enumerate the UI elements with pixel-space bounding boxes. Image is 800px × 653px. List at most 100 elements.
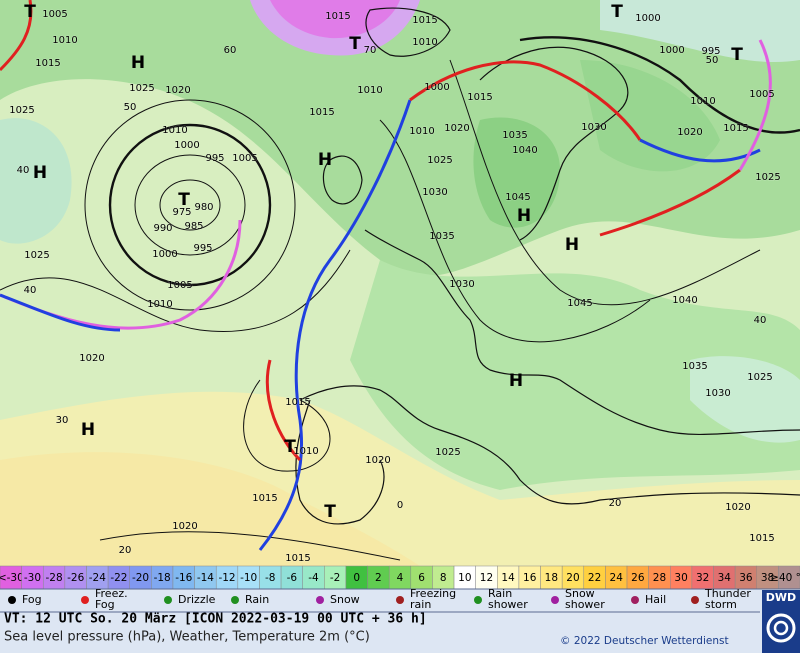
valid-time: VT: 12 UTC So. 20 März [ICON 2022-03-19 … bbox=[4, 612, 427, 627]
isobar-label: 1010 bbox=[412, 37, 437, 48]
scale-label: -30 bbox=[24, 572, 41, 584]
coastlines bbox=[295, 7, 800, 525]
isobar-label: 1035 bbox=[429, 231, 454, 242]
isobar-label: 1020 bbox=[172, 521, 197, 532]
isobar-label: 1020 bbox=[165, 85, 190, 96]
isobar-label: 1025 bbox=[435, 447, 460, 458]
scale-label: 8 bbox=[440, 572, 447, 584]
isobar-label: 1030 bbox=[581, 122, 606, 133]
scale-label: 38 bbox=[761, 572, 774, 584]
legend-label: Drizzle bbox=[178, 593, 216, 606]
isobar-label: 1015 bbox=[412, 15, 437, 26]
scale-label: 32 bbox=[696, 572, 709, 584]
low-pressure: T bbox=[24, 2, 36, 22]
isobar-label: 40 bbox=[17, 165, 30, 176]
scale-label: 30 bbox=[674, 572, 687, 584]
legend-symbol bbox=[396, 596, 404, 604]
isobar-label: 1010 bbox=[162, 125, 187, 136]
fronts bbox=[0, 0, 772, 551]
scale-label: ≥40 °C bbox=[770, 572, 800, 584]
isobar-label: 1010 bbox=[409, 126, 434, 137]
isobar-label: 1010 bbox=[52, 35, 77, 46]
high-pressure: H bbox=[81, 420, 95, 440]
legend-symbol bbox=[691, 596, 699, 604]
scale-label: -4 bbox=[308, 572, 319, 584]
high-pressure: H bbox=[565, 235, 579, 255]
scale-label: -8 bbox=[265, 572, 275, 584]
isobar-label: 1045 bbox=[567, 298, 592, 309]
legend-label: Fog bbox=[22, 593, 42, 606]
isobar-label: 60 bbox=[224, 45, 237, 56]
scale-label: -14 bbox=[197, 572, 214, 584]
legend-label: Freezing rain bbox=[410, 587, 460, 611]
legend-symbol bbox=[81, 596, 89, 604]
high-pressure: H bbox=[509, 371, 523, 391]
isobar-label: 1045 bbox=[505, 192, 530, 203]
legend-symbol bbox=[231, 596, 239, 604]
scale-label: -2 bbox=[330, 572, 340, 584]
isobar-label: 50 bbox=[124, 102, 137, 113]
isobar-label: 1025 bbox=[129, 83, 154, 94]
scale-label: 10 bbox=[458, 572, 471, 584]
legend-symbol bbox=[8, 596, 16, 604]
scale-label: -12 bbox=[218, 572, 235, 584]
isobar-label: 1025 bbox=[747, 372, 772, 383]
legend-symbol bbox=[316, 596, 324, 604]
legend-label: Rain shower bbox=[488, 587, 528, 611]
legend-label: Snow bbox=[330, 593, 360, 606]
high-pressure: H bbox=[131, 53, 145, 73]
isobar-label: 985 bbox=[184, 221, 203, 232]
scale-label: 36 bbox=[739, 572, 753, 584]
isobar-label: 995 bbox=[205, 153, 224, 164]
isobar-label: 70 bbox=[364, 45, 377, 56]
isobar-label: 1000 bbox=[174, 140, 199, 151]
low-pressure: T bbox=[178, 190, 190, 210]
isobar-label: 990 bbox=[153, 223, 172, 234]
isobar-label: 1025 bbox=[9, 105, 34, 116]
isobar-label: 1010 bbox=[147, 299, 172, 310]
isobar-label: 1015 bbox=[309, 107, 334, 118]
isobar-label: 1010 bbox=[690, 96, 715, 107]
isobar-label: 1020 bbox=[444, 123, 469, 134]
isobar-label: 40 bbox=[24, 285, 37, 296]
scale-label: 24 bbox=[610, 572, 624, 584]
scale-label: 2 bbox=[375, 572, 382, 584]
scale-label: -16 bbox=[175, 572, 192, 584]
legend-label: Rain bbox=[245, 593, 269, 606]
scale-label: 18 bbox=[545, 572, 558, 584]
legend-label: Hail bbox=[645, 593, 666, 606]
isobar-label: 995 bbox=[193, 243, 212, 254]
scale-label: 26 bbox=[631, 572, 645, 584]
legend-label: Snow shower bbox=[565, 587, 605, 611]
isobar-label: 1000 bbox=[635, 13, 660, 24]
isobar-label: 50 bbox=[706, 55, 719, 66]
scale-label: <-30 bbox=[0, 572, 24, 584]
scale-label: 28 bbox=[653, 572, 666, 584]
scale-label: -26 bbox=[67, 572, 84, 584]
isobar-label: 1015 bbox=[285, 553, 310, 564]
legend-symbol bbox=[474, 596, 482, 604]
scale-label: 14 bbox=[501, 572, 515, 584]
high-pressure: H bbox=[318, 150, 332, 170]
logo-swirl bbox=[766, 613, 796, 643]
isobar-label: 1005 bbox=[42, 9, 67, 20]
scale-label: 12 bbox=[480, 572, 493, 584]
isobar-label: 1040 bbox=[512, 145, 537, 156]
scale-label: 16 bbox=[523, 572, 537, 584]
isobar-label: 1025 bbox=[24, 250, 49, 261]
isobar-label: 1030 bbox=[705, 388, 730, 399]
isobar-label: 1030 bbox=[449, 279, 474, 290]
description: Sea level pressure (hPa), Weather, Tempe… bbox=[4, 630, 370, 645]
isobar-label: 1015 bbox=[252, 493, 277, 504]
scale-label: -10 bbox=[240, 572, 257, 584]
isobar-label: 1040 bbox=[672, 295, 697, 306]
scale-label: 20 bbox=[566, 572, 579, 584]
isobar-label: 1010 bbox=[357, 85, 382, 96]
isobar-label: 1020 bbox=[677, 127, 702, 138]
legend-label: Thunder storm bbox=[704, 587, 754, 611]
map-background bbox=[0, 0, 800, 566]
weather-legend: Fog Freez. Fog Drizzle Rain Snow Freezing rai… bbox=[8, 587, 754, 611]
map-labels: 1005 1010 1015 1025 1020 1025 1010 1000 995 1005 9… bbox=[9, 2, 781, 565]
isobar-label: 1005 bbox=[232, 153, 257, 164]
